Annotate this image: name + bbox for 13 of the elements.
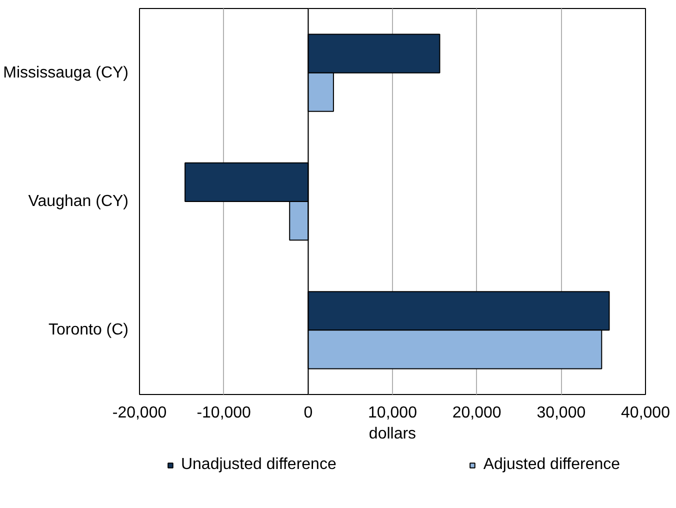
y-tick-label: Mississauga (CY) — [3, 64, 128, 82]
legend-label: Unadjusted difference — [180, 456, 336, 474]
x-tick-label: 30,000 — [536, 404, 586, 422]
x-tick-label: 40,000 — [621, 404, 670, 422]
x-axis-title: dollars — [368, 426, 416, 442]
legend-label: Adjusted difference — [483, 456, 620, 474]
x-tick-label: 20,000 — [452, 404, 502, 422]
y-tick-label: Vaughan (CY) — [28, 193, 128, 210]
x-tick-label: 10,000 — [368, 404, 418, 422]
x-tick-label: -10,000 — [196, 404, 252, 422]
x-tick-label: 0 — [304, 404, 313, 422]
y-tick-label: Toronto (C) — [48, 322, 129, 339]
x-tick-label: -20,000 — [112, 404, 167, 422]
